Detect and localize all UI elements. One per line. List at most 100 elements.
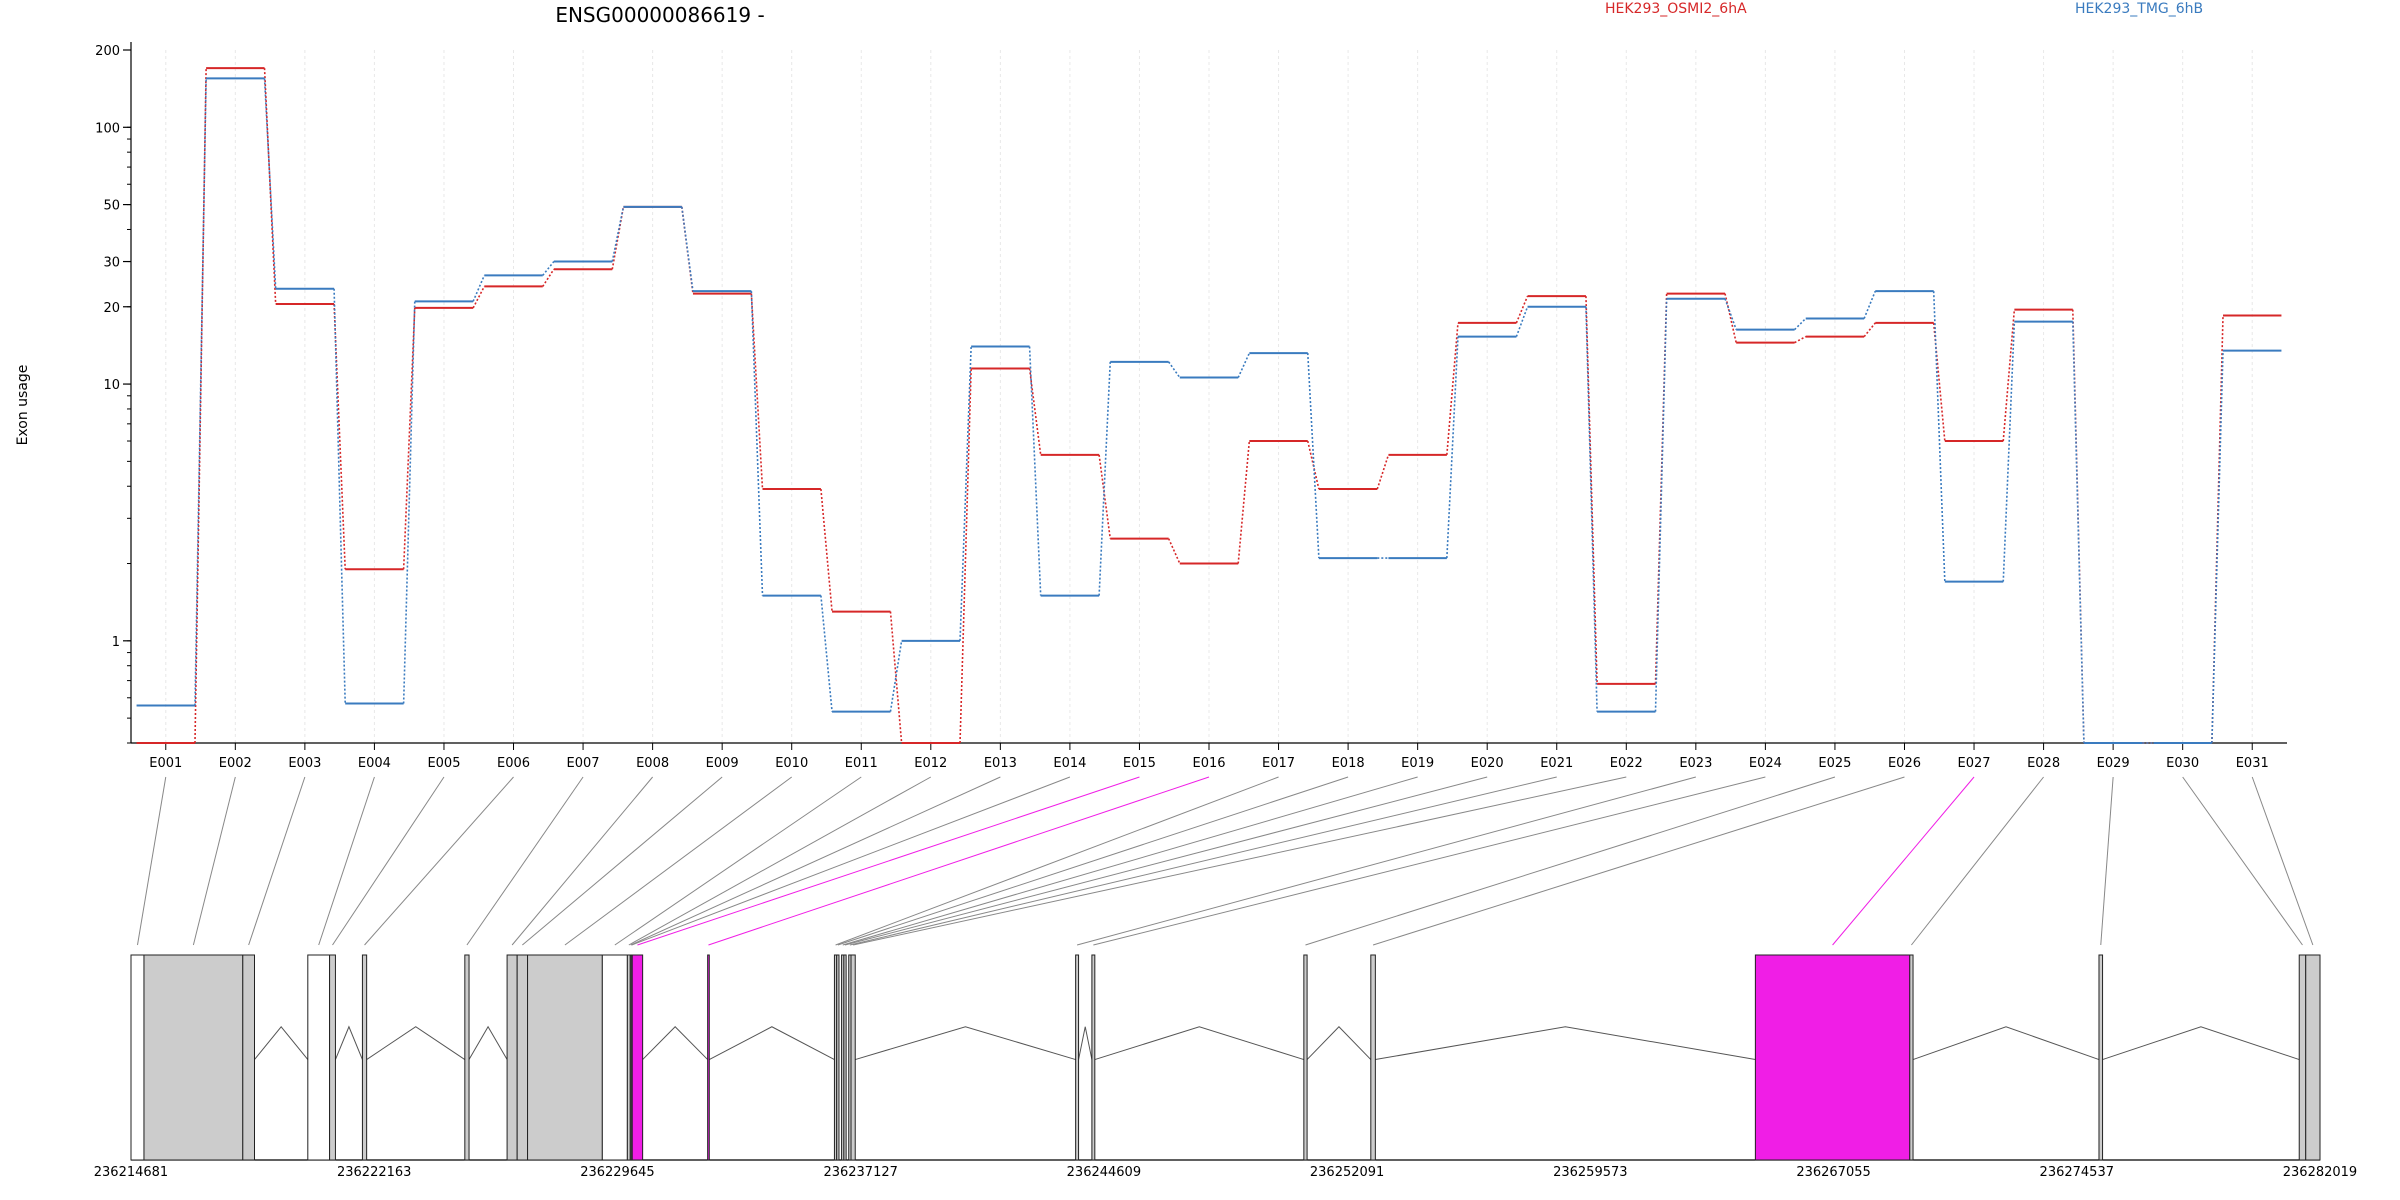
x-tick-label-E029: E029 [2097, 756, 2130, 771]
coord-label: 236252091 [1310, 1165, 1384, 1180]
y-axis-label: Exon usage [15, 365, 31, 446]
exon-connector-E010 [564, 776, 793, 946]
intron [855, 1026, 1076, 1061]
series-2-connector [681, 206, 694, 292]
series-1-connector [1167, 538, 1181, 564]
x-tick-label-E004: E004 [358, 756, 391, 771]
x-tick-label-E008: E008 [636, 756, 669, 771]
series-2-connector [1794, 317, 1807, 331]
y-tick-label-30: 30 [103, 256, 120, 271]
exon-connector-E006 [364, 776, 514, 946]
exon-E024 [1091, 954, 1096, 1161]
series-1-connector [1237, 440, 1251, 564]
series-1-connector [1515, 295, 1529, 324]
x-tick-label-E020: E020 [1471, 756, 1504, 771]
series-1-connector [1028, 368, 1042, 455]
series-2-connector [1724, 298, 1737, 330]
y-tick-label-100: 100 [95, 121, 120, 136]
intron [1094, 1026, 1304, 1061]
exon-E030 [2298, 954, 2307, 1161]
exon-connector-E023 [1076, 776, 1696, 946]
series-2-connector [1446, 336, 1459, 559]
x-tick-label-E021: E021 [1540, 756, 1573, 771]
exon-E027 [1754, 954, 1911, 1161]
exon-E015 [631, 954, 644, 1161]
exon-connector-E022 [853, 776, 1627, 946]
exon-E025 [1303, 954, 1308, 1161]
coord-label: 236237127 [823, 1165, 897, 1180]
exon-E004 [307, 954, 331, 1161]
series-1-connector [1724, 293, 1737, 343]
x-tick-label-E016: E016 [1192, 756, 1225, 771]
exon-connector-E015 [637, 776, 1140, 946]
x-tick-label-E003: E003 [288, 756, 321, 771]
exon-connector-E009 [522, 776, 723, 946]
exon-connector-E014 [631, 776, 1071, 946]
exon-connector-E012 [628, 776, 932, 946]
exon-connector-E019 [842, 776, 1418, 946]
exon-connector-E003 [248, 776, 306, 946]
x-tick-label-E010: E010 [775, 756, 808, 771]
exon-E011 [601, 954, 628, 1161]
coord-label: 236244609 [1067, 1165, 1141, 1180]
x-tick-label-E001: E001 [149, 756, 182, 771]
coord-label: 236282019 [2283, 1165, 2357, 1180]
series-2-connector [1515, 306, 1529, 337]
intron [366, 1026, 466, 1060]
exon-connector-E018 [837, 776, 1349, 946]
exon-connector-E031 [2251, 776, 2314, 946]
exon-E009 [516, 954, 529, 1161]
coord-label: 236214681 [94, 1165, 168, 1180]
exon-E026 [1370, 954, 1376, 1161]
intron [642, 1026, 709, 1060]
series-2-connector [820, 595, 833, 712]
x-tick-label-E012: E012 [914, 756, 947, 771]
series-2-connector [1863, 290, 1877, 319]
series-2-connector [1028, 346, 1042, 596]
coord-label: 236259573 [1553, 1165, 1627, 1180]
series-2-connector [402, 301, 416, 704]
series-2-connector [959, 346, 972, 641]
series-1-connector [750, 293, 764, 490]
x-tick-label-E007: E007 [567, 756, 600, 771]
exon-E020 [843, 954, 847, 1161]
x-tick-label-E013: E013 [984, 756, 1017, 771]
series-1-connector [1376, 454, 1390, 490]
x-tick-label-E006: E006 [497, 756, 530, 771]
x-tick-label-E027: E027 [1958, 756, 1991, 771]
exon-E003 [242, 954, 255, 1161]
intron [1912, 1026, 2100, 1061]
exon-E028 [1909, 954, 1914, 1161]
exon-E022 [850, 954, 856, 1161]
x-tick-label-E015: E015 [1123, 756, 1156, 771]
series-1-connector [820, 488, 833, 612]
exon-connector-E013 [630, 776, 1001, 946]
exon-connector-E026 [1372, 776, 1905, 946]
series-1-connector [1585, 296, 1598, 684]
x-tick-label-E009: E009 [706, 756, 739, 771]
series-2-connector [1654, 298, 1668, 712]
gene-model: 236214681 236222163 236229645 236237127 2362… [94, 776, 2357, 1180]
y-tick-label-50: 50 [103, 199, 120, 214]
exon-connector-E028 [1911, 776, 2044, 946]
intron [468, 1025, 508, 1060]
series-1-connector [1446, 322, 1459, 455]
series-2-connector [1237, 352, 1251, 378]
legend-entry-series-2: HEK293_TMG_6hB [2075, 1, 2203, 17]
legend-entry-series-1: HEK293_OSMI2_6hA [1605, 1, 1747, 17]
exon-connector-E027 [1832, 776, 1975, 946]
exon-connector-E025 [1305, 776, 1836, 946]
series-2-connector [194, 78, 207, 706]
series-2-connector [2211, 350, 2224, 744]
x-tick-label-E023: E023 [1679, 756, 1712, 771]
coord-label: 236229645 [580, 1165, 654, 1180]
series-2-connector [1306, 353, 1320, 559]
exon-connector-E002 [192, 776, 236, 946]
x-tick-label-E026: E026 [1888, 756, 1921, 771]
exon-E016 [707, 954, 710, 1161]
series-1-connector [194, 68, 207, 744]
y-tick-label-20: 20 [103, 301, 120, 316]
exon-connector-E011 [614, 776, 862, 946]
series-1-connector [2002, 309, 2016, 442]
exon-connector-E001 [136, 776, 167, 946]
